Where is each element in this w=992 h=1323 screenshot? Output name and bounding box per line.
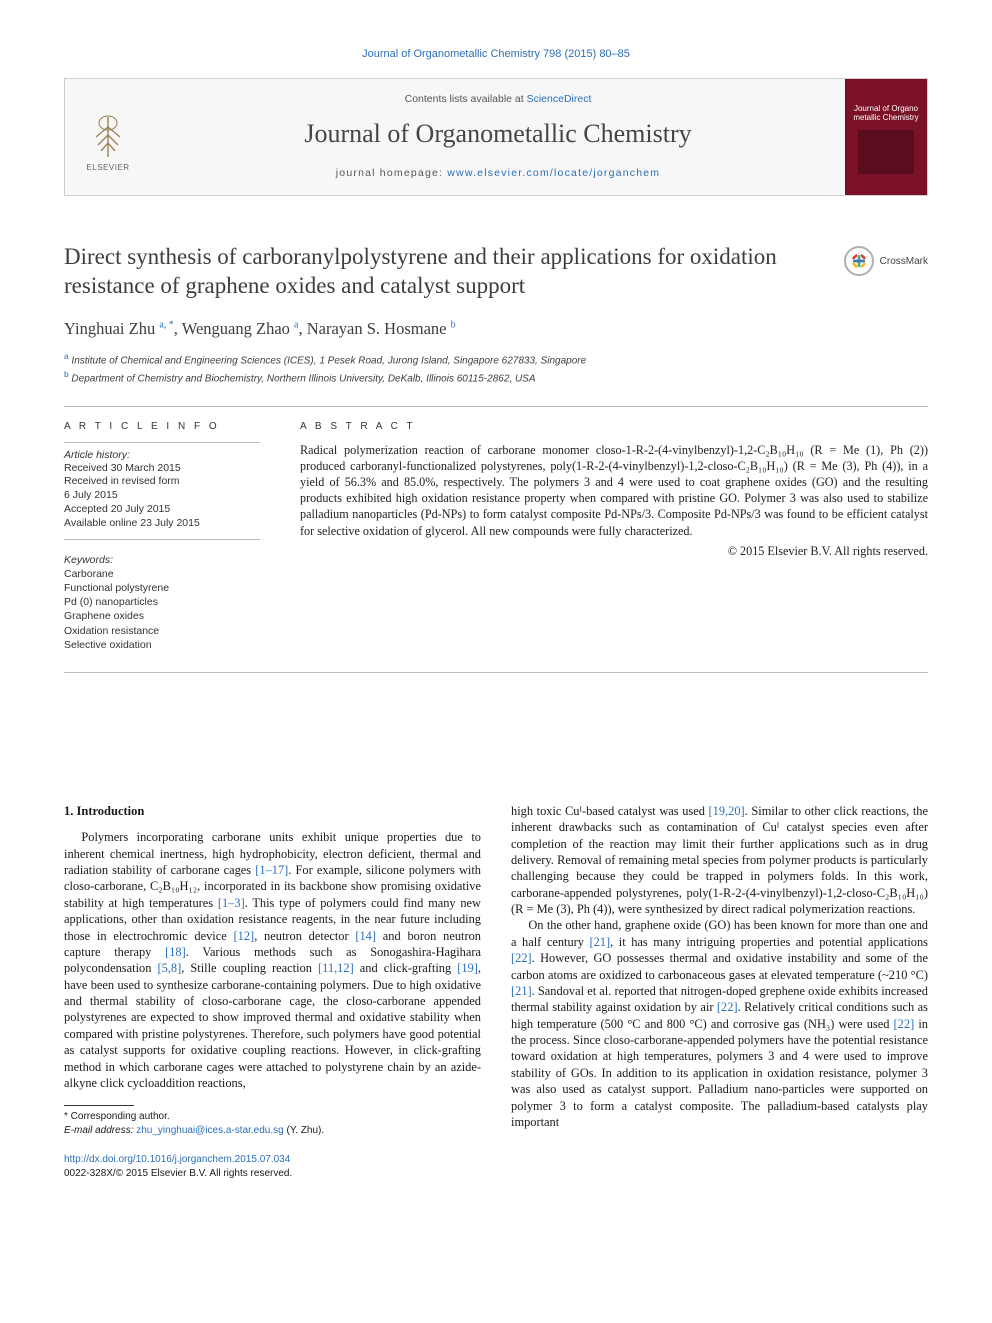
corresponding-email: E-mail address: zhu_yinghuai@ices.a-star…	[64, 1124, 481, 1138]
issn-line: 0022-328X/© 2015 Elsevier B.V. All right…	[64, 1168, 292, 1179]
history-line: Received 30 March 2015	[64, 462, 260, 476]
crossmark-icon	[850, 252, 868, 270]
divider-bottom	[64, 672, 928, 673]
keyword: Pd (0) nanoparticles	[64, 595, 260, 609]
citation-link[interactable]: [12]	[234, 929, 255, 943]
cover-title: Journal of Organo metallic Chemistry	[845, 100, 927, 126]
keyword: Oxidation resistance	[64, 624, 260, 638]
journal-name: Journal of Organometallic Chemistry	[159, 119, 837, 149]
citation-link[interactable]: [21]	[590, 935, 611, 949]
journal-cover: Journal of Organo metallic Chemistry	[845, 79, 927, 195]
elsevier-wordmark: ELSEVIER	[86, 163, 129, 172]
masthead: ELSEVIER Contents lists available at Sci…	[64, 78, 928, 196]
email-tail: (Y. Zhu).	[287, 1125, 325, 1136]
citation-link[interactable]: [22]	[511, 951, 532, 965]
contents-prefix: Contents lists available at	[405, 93, 527, 105]
abstract-block: A B S T R A C T Radical polymerization r…	[300, 421, 928, 652]
citation-link[interactable]: [1–3]	[218, 896, 245, 910]
crossmark-badge[interactable]: CrossMark	[844, 246, 928, 276]
citation-link[interactable]: [18]	[165, 945, 186, 959]
citation-link[interactable]: [19]	[457, 961, 478, 975]
crossmark-label: CrossMark	[880, 256, 928, 267]
doi-link[interactable]: http://dx.doi.org/10.1016/j.jorganchem.2…	[64, 1154, 290, 1165]
page-footer: http://dx.doi.org/10.1016/j.jorganchem.2…	[64, 1153, 928, 1180]
running-head: Journal of Organometallic Chemistry 798 …	[64, 48, 928, 60]
abstract-head: A B S T R A C T	[300, 421, 928, 432]
body-para-1: Polymers incorporating carborane units e…	[64, 829, 481, 1091]
abstract-text: Radical polymerization reaction of carbo…	[300, 442, 928, 539]
history-line: 6 July 2015	[64, 489, 260, 503]
email-link[interactable]: zhu_yinghuai@ices.a-star.edu.sg	[136, 1125, 283, 1136]
keyword: Functional polystyrene	[64, 581, 260, 595]
citation-link[interactable]: [22]	[894, 1017, 915, 1031]
elsevier-tree-icon	[84, 113, 132, 161]
homepage-prefix: journal homepage:	[336, 167, 448, 179]
keyword: Carborane	[64, 567, 260, 581]
citation-link[interactable]: [11,12]	[318, 961, 354, 975]
body-para-3: On the other hand, graphene oxide (GO) h…	[511, 917, 928, 1130]
section-heading: 1. Introduction	[64, 803, 481, 820]
citation-link[interactable]: [14]	[355, 929, 376, 943]
history-line: Accepted 20 July 2015	[64, 503, 260, 517]
body-text: 1. Introduction Polymers incorporating c…	[64, 803, 928, 1138]
history-line: Received in revised form	[64, 475, 260, 489]
article-info-block: A R T I C L E I N F O Article history: R…	[64, 421, 260, 652]
history-line: Available online 23 July 2015	[64, 517, 260, 531]
author-list: Yinghuai Zhu a, *, Wenguang Zhao a, Nara…	[64, 319, 928, 339]
citation-link[interactable]: [22]	[717, 1000, 738, 1014]
homepage-link[interactable]: www.elsevier.com/locate/jorganchem	[447, 167, 660, 179]
article-info-head: A R T I C L E I N F O	[64, 421, 260, 432]
citation-link[interactable]: [19,20]	[709, 804, 745, 818]
body-para-2: high toxic Cuᴵ-based catalyst was used […	[511, 803, 928, 918]
email-label: E-mail address:	[64, 1125, 133, 1136]
divider-top	[64, 406, 928, 407]
corresponding-author: * Corresponding author.	[64, 1110, 481, 1124]
citation-link[interactable]: [5,8]	[157, 961, 181, 975]
affiliation: a Institute of Chemical and Engineering …	[64, 351, 928, 368]
citation-link[interactable]: [1–17]	[255, 863, 288, 877]
abstract-copyright: © 2015 Elsevier B.V. All rights reserved…	[300, 543, 928, 559]
keyword: Graphene oxides	[64, 609, 260, 623]
journal-homepage: journal homepage: www.elsevier.com/locat…	[159, 167, 837, 179]
cover-art	[858, 130, 914, 174]
contents-available: Contents lists available at ScienceDirec…	[159, 93, 837, 105]
paper-title: Direct synthesis of carboranylpolystyren…	[64, 242, 830, 301]
sciencedirect-link[interactable]: ScienceDirect	[527, 93, 592, 105]
keywords-label: Keywords:	[64, 554, 260, 566]
history-label: Article history:	[64, 449, 260, 461]
keyword: Selective oxidation	[64, 638, 260, 652]
citation-link[interactable]: [21]	[511, 984, 532, 998]
footnote-rule	[64, 1105, 134, 1106]
publisher-logo: ELSEVIER	[65, 79, 151, 195]
affiliation: b Department of Chemistry and Biochemist…	[64, 369, 928, 386]
